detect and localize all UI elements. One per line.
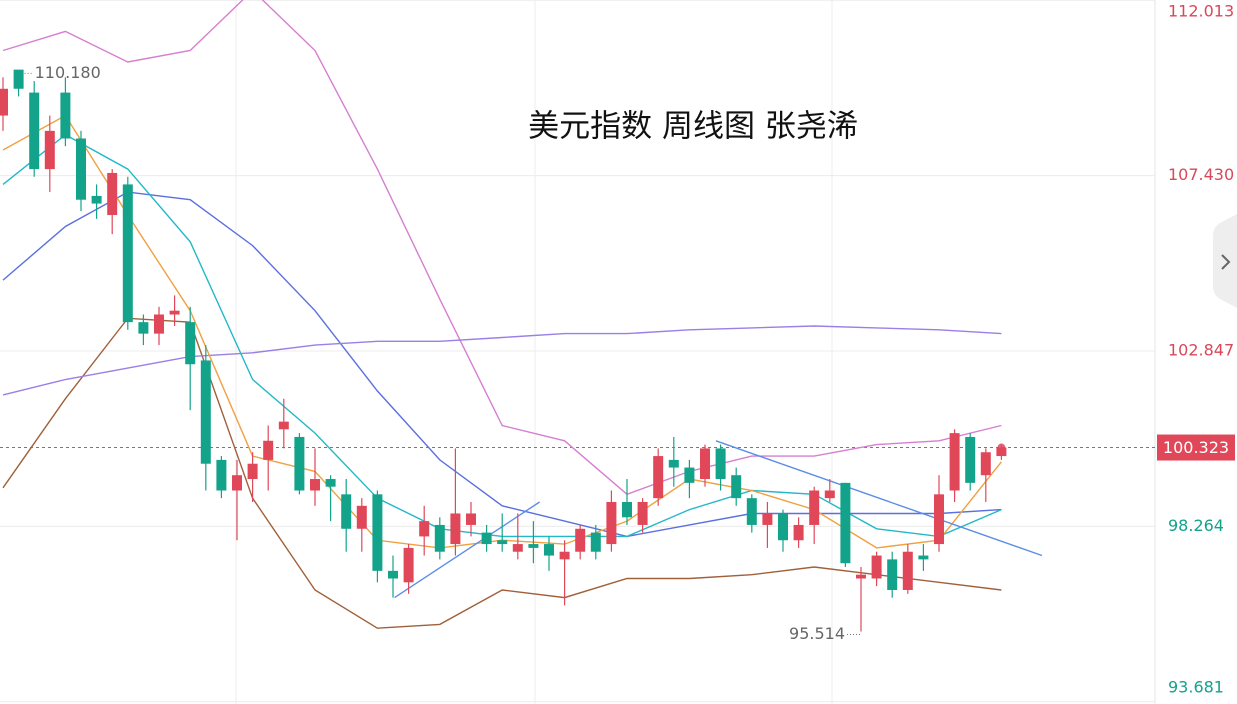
price-box <box>1157 434 1235 461</box>
candle-body <box>0 88 8 116</box>
candle-body <box>590 532 601 552</box>
indicator-line <box>2 325 1002 396</box>
nav-button[interactable] <box>1213 214 1237 308</box>
candle-body <box>668 459 679 468</box>
candle-body <box>200 360 211 464</box>
candle-body <box>840 482 851 564</box>
y-tick-label: 112.013 <box>1168 2 1234 21</box>
candle-body <box>544 544 554 556</box>
chart-title: 美元指数 周线图 张尧浠 <box>528 109 858 145</box>
candle-body <box>715 448 726 480</box>
candle-body <box>793 524 804 541</box>
y-tick-label: 98.264 <box>1168 516 1224 535</box>
candle-body <box>388 570 398 579</box>
indicator-line <box>394 501 540 599</box>
candle-body <box>902 551 913 590</box>
candle-body <box>824 490 835 499</box>
candle-body <box>341 494 352 529</box>
candle-body <box>762 513 773 525</box>
candle-body <box>372 494 383 571</box>
candle-body <box>450 513 461 545</box>
y-tick-label: 93.681 <box>1168 678 1224 697</box>
indicator-line <box>2 114 1002 549</box>
annotation: 110.180 <box>35 63 101 82</box>
candle-body <box>60 92 71 139</box>
candle-body <box>138 322 149 334</box>
candle-body <box>949 433 960 491</box>
candle-body <box>481 532 492 545</box>
candle-layer <box>0 69 1007 632</box>
candle-body <box>700 448 710 480</box>
candle-body <box>232 475 242 491</box>
candle-body <box>684 467 695 483</box>
candle-body <box>731 475 742 499</box>
candle-body <box>356 505 367 529</box>
candle-body <box>856 574 866 579</box>
candle-body <box>107 172 118 216</box>
candle-body <box>653 456 664 499</box>
candle-body <box>996 447 1007 457</box>
line-layer <box>2 0 1043 629</box>
indicator-line <box>715 440 1043 557</box>
candle-body <box>325 479 336 487</box>
indicator-line <box>2 0 1002 496</box>
candle-body <box>122 184 133 323</box>
indicator-line <box>2 191 1002 538</box>
candle-body <box>934 494 944 545</box>
candle-body <box>169 310 180 315</box>
candle-body <box>419 521 430 537</box>
candle-body <box>310 479 320 491</box>
price-label: 100.323 <box>1163 438 1229 457</box>
candle-body <box>29 92 40 170</box>
candle-body <box>497 540 508 545</box>
candle-body <box>91 195 102 204</box>
candle-body <box>980 452 991 476</box>
grid-layer <box>0 0 1155 703</box>
candle-body <box>185 322 196 365</box>
y-tick-label: 107.430 <box>1168 165 1234 184</box>
candle-body <box>871 555 882 579</box>
candle-body <box>294 436 305 491</box>
candle-body <box>887 559 898 590</box>
price-dot <box>997 443 1006 452</box>
indicator-line <box>2 317 1002 629</box>
candle-body <box>606 501 617 545</box>
candle-body <box>247 463 258 480</box>
label-layer: 93.681 98.264 102.847 107.430 112.013 110.180… <box>18 2 1235 697</box>
y-tick-label: 102.847 <box>1168 340 1234 359</box>
candle-body <box>965 436 976 483</box>
candle-body <box>809 490 820 525</box>
candle-body <box>44 130 55 170</box>
candle-body <box>278 421 289 430</box>
candle-body <box>263 440 274 460</box>
annotation: 95.514 <box>789 624 845 643</box>
candle-body <box>575 528 586 552</box>
candle-body <box>778 513 788 541</box>
candle-body <box>559 551 570 560</box>
candle-body <box>76 138 86 200</box>
candle-body <box>434 524 445 552</box>
candle-body <box>622 501 632 518</box>
candle-body <box>216 459 227 491</box>
candle-body <box>154 314 164 334</box>
candle-body <box>466 513 476 525</box>
candle-body <box>512 544 523 552</box>
candle-body <box>637 501 648 525</box>
candle-body <box>918 555 929 560</box>
candle-body <box>746 498 757 525</box>
candle-body <box>13 69 24 89</box>
candle-body <box>528 544 539 548</box>
candle-body <box>403 547 414 583</box>
